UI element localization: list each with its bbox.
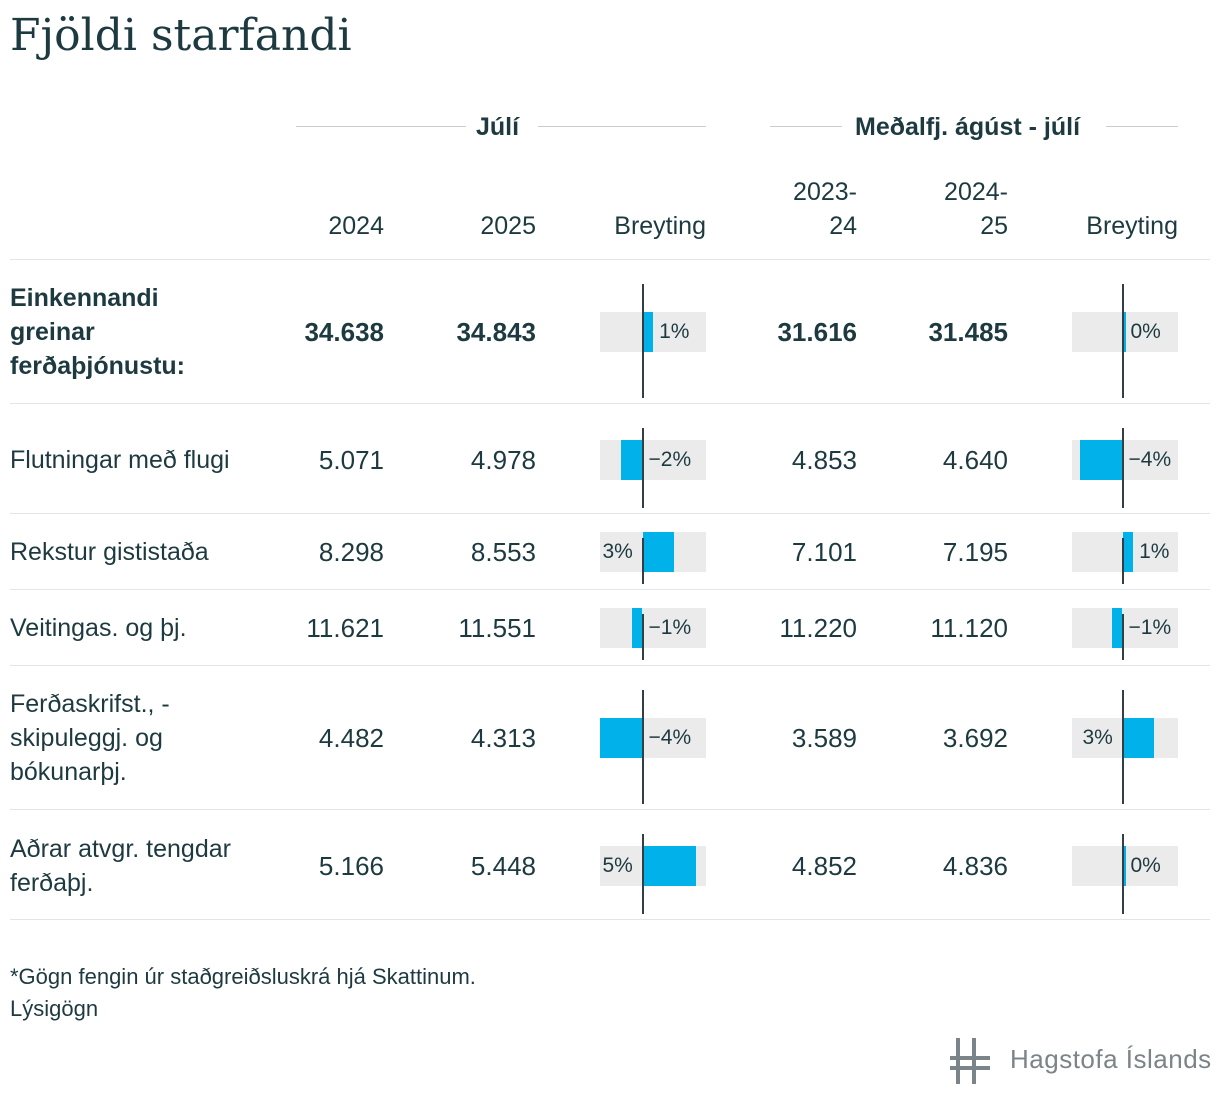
value-avg-curr: 4.640 bbox=[942, 445, 1008, 475]
col-header-avg-prev-line2: 24 bbox=[829, 212, 857, 240]
value-avg-prev: 3.589 bbox=[791, 723, 857, 753]
zero-axis-line bbox=[1121, 538, 1124, 584]
value-avg-curr: 4.836 bbox=[942, 851, 1008, 881]
value-avg-prev: 4.852 bbox=[791, 851, 857, 881]
value-july-2024: 4.482 bbox=[318, 723, 384, 753]
col-header-july-2024: 2024 bbox=[328, 212, 384, 240]
value-avg-prev: 4.853 bbox=[791, 445, 857, 475]
change-label: −2% bbox=[648, 448, 692, 471]
zero-axis-line bbox=[1121, 834, 1124, 914]
col-header-avg-change: Breyting bbox=[1086, 212, 1178, 240]
zero-axis-line bbox=[1121, 614, 1124, 660]
logo-text: Hagstofa Íslands bbox=[1010, 1044, 1212, 1074]
value-july-2024: 8.298 bbox=[318, 537, 384, 567]
change-label: 3% bbox=[1082, 726, 1113, 749]
value-july-2025: 8.553 bbox=[470, 537, 536, 567]
change-bar-background bbox=[1072, 608, 1178, 648]
change-bar bbox=[642, 846, 696, 886]
row-divider bbox=[10, 513, 1210, 514]
row-label: Aðrar atvgr. tengdar ferðaþj. bbox=[10, 835, 231, 897]
change-bar bbox=[1080, 440, 1123, 480]
change-bar bbox=[642, 532, 675, 572]
change-label: −1% bbox=[1128, 616, 1172, 639]
col-header-avg-curr-line1: 2024- bbox=[944, 178, 1008, 206]
zero-axis-line bbox=[641, 428, 644, 508]
change-bar bbox=[1111, 608, 1123, 648]
group-rule-july-left bbox=[296, 126, 466, 127]
row-divider bbox=[10, 259, 1210, 260]
footnote-metadata-link[interactable]: Lýsigögn bbox=[10, 996, 99, 1021]
col-header-avg-curr-line2: 25 bbox=[980, 212, 1008, 240]
change-bar-background bbox=[600, 608, 706, 648]
change-label: −4% bbox=[1128, 448, 1172, 471]
col-header-july-2025: 2025 bbox=[480, 212, 536, 240]
row-divider bbox=[10, 589, 1210, 590]
zero-axis-line bbox=[1121, 690, 1124, 804]
row-divider bbox=[10, 403, 1210, 404]
zero-axis-line bbox=[1121, 284, 1124, 398]
value-july-2025: 11.551 bbox=[458, 613, 536, 643]
hagstofa-logo-icon bbox=[950, 1038, 990, 1084]
change-bar bbox=[642, 312, 654, 352]
change-label: 0% bbox=[1130, 320, 1161, 343]
row-divider bbox=[10, 809, 1210, 810]
row-label: Ferðaskrifst., -skipuleggj. og bókunarþj… bbox=[10, 690, 170, 786]
value-july-2024: 5.071 bbox=[318, 445, 384, 475]
col-header-july-change: Breyting bbox=[614, 212, 706, 240]
value-avg-prev: 11.220 bbox=[779, 613, 857, 643]
value-july-2024: 5.166 bbox=[318, 851, 384, 881]
row-label: Flutningar með flugi bbox=[10, 446, 230, 474]
zero-axis-line bbox=[1121, 428, 1124, 508]
change-bar bbox=[1122, 718, 1155, 758]
change-label: −1% bbox=[648, 616, 692, 639]
value-july-2025: 4.978 bbox=[470, 445, 536, 475]
change-bar bbox=[1122, 312, 1126, 352]
row-label: Einkennandi greinar ferðaþjónustu: bbox=[10, 284, 185, 380]
group-rule-july-right bbox=[538, 126, 706, 127]
change-bar-background bbox=[600, 440, 706, 480]
zero-axis-line bbox=[641, 538, 644, 584]
value-avg-curr: 31.485 bbox=[928, 317, 1008, 347]
change-label: 0% bbox=[1130, 854, 1161, 877]
chart-title: Fjöldi starfandi bbox=[10, 10, 352, 61]
change-bar bbox=[631, 608, 643, 648]
row-label: Veitingas. og þj. bbox=[10, 614, 187, 642]
change-label: −4% bbox=[648, 726, 692, 749]
zero-axis-line bbox=[641, 284, 644, 398]
col-header-avg-prev-line1: 2023- bbox=[793, 178, 857, 206]
value-avg-curr: 3.692 bbox=[942, 723, 1008, 753]
value-july-2025: 34.843 bbox=[456, 317, 536, 347]
value-july-2024: 34.638 bbox=[304, 317, 384, 347]
zero-axis-line bbox=[641, 834, 644, 914]
row-label: Rekstur gististaða bbox=[10, 538, 209, 566]
value-july-2025: 4.313 bbox=[470, 723, 536, 753]
value-july-2024: 11.621 bbox=[306, 613, 384, 643]
zero-axis-line bbox=[641, 690, 644, 804]
group-rule-avg-right bbox=[1106, 126, 1178, 127]
value-avg-curr: 11.120 bbox=[930, 613, 1008, 643]
change-bar bbox=[1122, 846, 1126, 886]
change-label: 5% bbox=[602, 854, 633, 877]
value-july-2025: 5.448 bbox=[470, 851, 536, 881]
row-divider bbox=[10, 919, 1210, 920]
group-label-avg: Meðalfj. ágúst - júlí bbox=[855, 113, 1081, 141]
footnote-source: *Gögn fengin úr staðgreiðsluskrá hjá Ska… bbox=[10, 964, 476, 989]
change-bar bbox=[1122, 532, 1134, 572]
group-rule-avg-left bbox=[770, 126, 842, 127]
change-bar bbox=[600, 718, 643, 758]
change-label: 1% bbox=[659, 320, 690, 343]
row-divider bbox=[10, 665, 1210, 666]
value-avg-prev: 7.101 bbox=[791, 537, 857, 567]
value-avg-prev: 31.616 bbox=[777, 317, 857, 347]
change-label: 3% bbox=[602, 540, 633, 563]
zero-axis-line bbox=[641, 614, 644, 660]
group-label-july: Júlí bbox=[476, 113, 520, 141]
value-avg-curr: 7.195 bbox=[942, 537, 1008, 567]
change-label: 1% bbox=[1139, 540, 1170, 563]
change-bar bbox=[621, 440, 643, 480]
